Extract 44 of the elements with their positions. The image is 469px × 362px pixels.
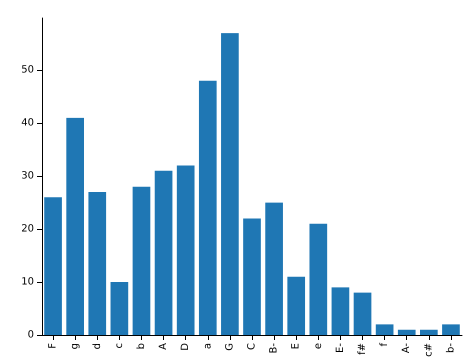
bar	[420, 330, 438, 335]
x-tick-label: c	[114, 343, 125, 348]
x-tick-label: C	[246, 342, 258, 350]
x-tick-label: b-	[445, 342, 456, 353]
bar	[88, 192, 106, 335]
bar	[110, 282, 128, 335]
x-tick-label: F	[48, 342, 59, 349]
bar	[354, 292, 372, 335]
x-tick-label: f	[379, 342, 390, 347]
x-tick-label: E-	[334, 342, 346, 353]
bar	[287, 276, 306, 335]
bar	[376, 324, 394, 335]
y-tick-label: 30	[21, 170, 34, 182]
bar	[198, 80, 217, 335]
y-tick-label: 40	[21, 118, 34, 129]
bar	[221, 33, 239, 335]
bar	[332, 287, 350, 335]
x-tick-label: B-	[268, 342, 280, 354]
bar	[309, 224, 328, 335]
y-tick-label: 10	[21, 276, 34, 288]
x-tick-label: e	[312, 343, 324, 350]
bar	[44, 197, 62, 335]
bar	[132, 186, 150, 335]
x-tick-label: a	[202, 343, 214, 350]
x-tick-label: d	[92, 343, 103, 350]
x-tick-label: g	[70, 343, 81, 350]
bar	[66, 118, 84, 335]
y-tick-label: 0	[28, 330, 34, 340]
x-tick-label: E	[290, 343, 302, 350]
bar	[154, 170, 172, 335]
x-tick-label: A	[158, 342, 170, 350]
y-tick-label: 50	[21, 64, 34, 76]
bar	[442, 324, 460, 335]
bar	[243, 218, 261, 335]
x-tick-label: D	[180, 342, 192, 351]
x-tick-label: c#	[423, 343, 434, 357]
bar	[265, 202, 283, 335]
x-tick-label: b	[136, 343, 147, 350]
bar	[398, 330, 416, 335]
x-tick-label: A-	[401, 342, 412, 354]
x-tick-label: G	[224, 343, 236, 351]
y-tick-label: 20	[21, 224, 34, 235]
x-tick-label: f#	[357, 343, 368, 355]
bar	[176, 166, 195, 335]
